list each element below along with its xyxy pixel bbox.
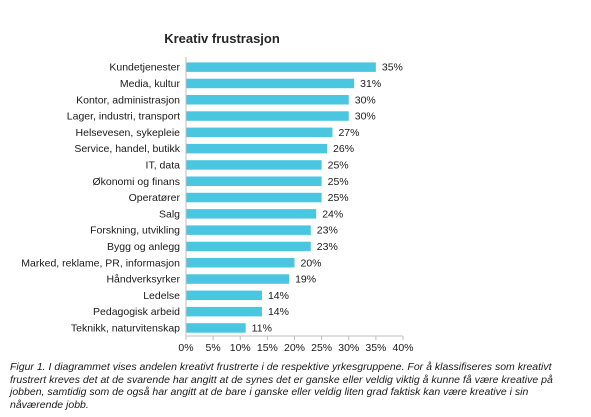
bar-value-label: 25% <box>328 176 349 188</box>
figure-caption: Figur 1. I diagrammet vises andelen krea… <box>10 361 553 411</box>
bar-value-label: 14% <box>268 306 289 318</box>
category-label: Pedagogisk arbeid <box>93 306 180 318</box>
category-label: Forskning, utvikling <box>90 225 180 237</box>
chart-title: Kreativ frustrasjon <box>164 31 280 46</box>
bar-value-label: 11% <box>252 322 272 334</box>
bar-value-label: 19% <box>295 274 316 286</box>
bar <box>186 160 322 170</box>
bar <box>186 127 333 138</box>
bar <box>186 209 317 219</box>
category-label: Operatører <box>129 192 181 204</box>
x-tick-label: 20% <box>284 342 305 354</box>
category-label: Kontor, administrasjon <box>76 94 180 106</box>
bar <box>186 78 355 89</box>
x-tick-label: 0% <box>178 342 193 354</box>
bar-value-label: 30% <box>355 111 376 123</box>
bar-value-label: 25% <box>328 192 349 204</box>
category-label: Marked, reklame, PR, informasjon <box>21 257 180 269</box>
bar-value-label: 23% <box>317 241 338 253</box>
category-label: Media, kultur <box>120 78 181 90</box>
bar-value-label: 35% <box>382 62 403 74</box>
bar <box>186 241 311 252</box>
x-tick-label: 35% <box>365 342 386 354</box>
bar-value-label: 27% <box>338 127 359 139</box>
bar <box>186 323 246 333</box>
bar-value-label: 25% <box>328 159 349 171</box>
bar <box>186 176 322 186</box>
bar-value-label: 23% <box>317 225 338 237</box>
bar-value-label: 26% <box>333 143 354 155</box>
category-label: Service, handel, butikk <box>74 143 180 155</box>
category-label: Økonomi og finans <box>92 176 180 188</box>
bar <box>186 95 349 105</box>
category-label: IT, data <box>146 159 181 171</box>
category-label: Lager, industri, transport <box>67 111 180 123</box>
x-tick-label: 40% <box>392 342 413 354</box>
bar <box>186 306 262 317</box>
bar-value-label: 14% <box>268 290 289 302</box>
x-tick-label: 5% <box>206 342 221 354</box>
category-label: Kundetjenester <box>109 62 180 74</box>
bar-value-label: 30% <box>355 94 376 106</box>
bar <box>186 290 262 301</box>
bar <box>186 274 290 284</box>
category-label: Teknikk, naturvitenskap <box>71 322 180 334</box>
category-label: Håndverksyrker <box>106 274 180 286</box>
category-label: Helsevesen, sykepleie <box>76 127 181 139</box>
bar-chart: Kreativ frustrasjon Kundetjenester 35% Med… <box>21 31 414 354</box>
category-label: Ledelse <box>143 290 180 302</box>
category-label: Salg <box>159 208 180 220</box>
category-label: Bygg og anlegg <box>107 241 180 253</box>
bar <box>186 225 311 235</box>
bar-value-label: 24% <box>322 208 343 220</box>
bar <box>186 62 376 72</box>
bar <box>186 258 295 268</box>
x-tick-label: 10% <box>230 342 251 354</box>
x-tick-label: 15% <box>257 342 278 354</box>
bar <box>186 192 322 203</box>
bar <box>186 111 349 121</box>
x-tick-label: 25% <box>311 342 332 354</box>
bar-value-label: 20% <box>301 257 322 269</box>
bar-value-label: 31% <box>360 78 381 90</box>
bar <box>186 143 328 154</box>
x-tick-label: 30% <box>338 342 359 354</box>
x-axis: 0% 5% 10% 15% 20% 25% 30% 35% 40% <box>178 57 414 354</box>
bars-group: Kundetjenester 35% Media, kultur 31% Kontor,… <box>21 62 403 335</box>
